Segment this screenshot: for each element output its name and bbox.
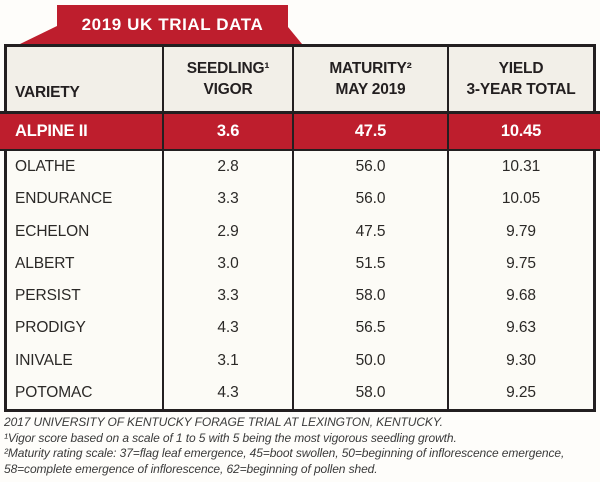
table-row: ECHELON 2.9 47.5 9.79 (7, 215, 593, 248)
variety-cell: INIVALE (7, 344, 164, 377)
yield-cell: 10.45 (500, 122, 542, 140)
figure-title: 2019 UK TRIAL DATA (81, 14, 264, 34)
vigor-cell: 3.3 (164, 280, 294, 313)
column-header-line1: YIELD (498, 60, 544, 77)
table-row: ENDURANCE 3.3 56.0 10.05 (7, 183, 593, 216)
maturity-cell: 58.0 (294, 280, 449, 313)
variety-cell: ENDURANCE (7, 183, 164, 216)
vigor-cell: 3.3 (164, 183, 294, 216)
footnote-maturity-1: ²Maturity rating scale: 37=flag leaf eme… (4, 446, 565, 460)
table-header-row: VARIETY SEEDLING¹ VIGOR MATURITY² MAY 20… (7, 47, 593, 111)
variety-cell: ALPINE II (7, 114, 164, 149)
yield-cell: 10.05 (501, 190, 541, 208)
yield-cell: 9.75 (506, 254, 536, 272)
vigor-cell: 4.3 (164, 312, 294, 345)
footnote-vigor: ¹Vigor score based on a scale of 1 to 5 … (4, 430, 457, 445)
variety-cell: OLATHE (7, 151, 164, 184)
yield-cell: 9.63 (506, 319, 536, 337)
variety-cell: PERSIST (7, 280, 164, 313)
maturity-cell: 51.5 (294, 247, 449, 280)
column-header-line2: MAY 2019 (335, 81, 406, 98)
column-header-line1: SEEDLING¹ (186, 60, 270, 77)
vigor-cell: 2.9 (164, 215, 294, 248)
variety-cell: ECHELON (7, 215, 164, 248)
table-row: PRODIGY 4.3 56.5 9.63 (7, 312, 593, 345)
yield-cell: 9.25 (506, 383, 536, 401)
column-header-variety: VARIETY (7, 47, 164, 111)
table-row: PERSIST 3.3 58.0 9.68 (7, 280, 593, 313)
table-row: ALBERT 3.0 51.5 9.75 (7, 247, 593, 280)
footnote-maturity-2: 58=complete emergence of inflorescence, … (4, 461, 378, 476)
column-header-maturity: MATURITY² MAY 2019 (294, 47, 449, 111)
maturity-cell: 56.0 (294, 151, 449, 184)
variety-cell: PRODIGY (7, 312, 164, 345)
maturity-cell: 47.5 (294, 215, 449, 248)
vigor-cell: 2.8 (164, 151, 294, 184)
yield-cell: 10.31 (501, 158, 541, 176)
maturity-cell: 56.5 (294, 312, 449, 345)
title-ribbon-shape (20, 5, 302, 44)
column-header-line1: MATURITY² (329, 60, 412, 77)
column-header-yield: YIELD 3-YEAR TOTAL (449, 47, 593, 111)
column-header-line2: VIGOR (203, 81, 253, 98)
table-row: POTOMAC 4.3 58.0 9.25 (7, 376, 593, 409)
column-header-seedling-vigor: SEEDLING¹ VIGOR (164, 47, 294, 111)
yield-cell: 9.79 (506, 222, 536, 240)
maturity-cell: 50.0 (294, 344, 449, 377)
highlight-row-alpine-ii: ALPINE II 3.6 47.5 10.45 (0, 111, 600, 151)
trial-data-table: VARIETY SEEDLING¹ VIGOR MATURITY² MAY 20… (0, 44, 600, 412)
footnotes: 2017 UNIVERSITY OF KENTUCKY FORAGE TRIAL… (4, 415, 598, 477)
variety-cell: ALBERT (7, 247, 164, 280)
yield-cell: 9.30 (506, 351, 536, 369)
vigor-cell: 3.0 (164, 247, 294, 280)
variety-cell: POTOMAC (7, 376, 164, 409)
table-row: OLATHE 2.8 56.0 10.31 (7, 151, 593, 184)
table-row: INIVALE 3.1 50.0 9.30 (7, 344, 593, 377)
vigor-cell: 3.6 (164, 114, 294, 149)
maturity-cell: 58.0 (294, 376, 449, 409)
vigor-cell: 4.3 (164, 376, 294, 409)
maturity-cell: 56.0 (294, 183, 449, 216)
source-note: 2017 UNIVERSITY OF KENTUCKY FORAGE TRIAL… (4, 415, 443, 429)
maturity-cell: 47.5 (294, 114, 449, 149)
yield-cell: 9.68 (506, 287, 536, 305)
vigor-cell: 3.1 (164, 344, 294, 377)
column-header-line2: 3-YEAR TOTAL (466, 81, 576, 98)
column-header-label: VARIETY (15, 84, 80, 101)
